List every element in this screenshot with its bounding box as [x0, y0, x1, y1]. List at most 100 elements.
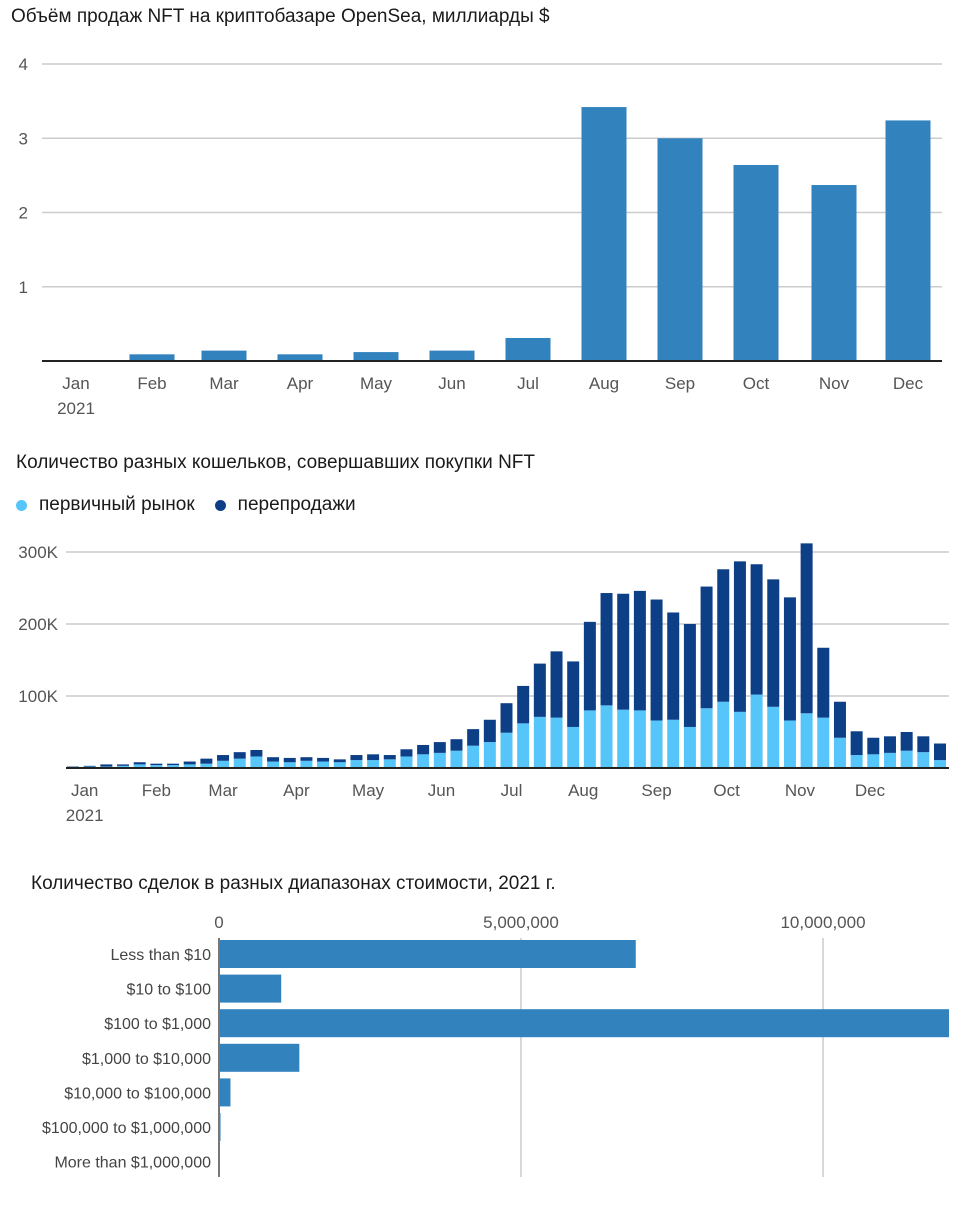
bar-primary — [633, 710, 646, 768]
bar-resale — [450, 739, 463, 751]
bar-resale — [867, 737, 880, 755]
x-tick-label: Mar — [208, 781, 238, 800]
bar-resale — [433, 742, 446, 753]
bar-primary — [800, 713, 813, 768]
bar-resale — [517, 685, 530, 724]
x-tick-label: Feb — [142, 781, 171, 800]
bar-primary — [617, 709, 630, 768]
bar-primary — [683, 726, 696, 768]
bar-primary — [883, 752, 896, 768]
bar-resale — [617, 593, 630, 710]
category-label: $10 to $100 — [126, 982, 211, 999]
x-tick-label: Jan — [71, 781, 98, 800]
bar-resale — [817, 647, 830, 718]
bar-resale — [767, 579, 780, 707]
bar-range — [219, 1078, 231, 1107]
bar-resale — [533, 663, 546, 717]
bar-resale — [934, 743, 946, 761]
x-tick-label: Nov — [785, 781, 816, 800]
legend-item-resale: перепродажи — [214, 494, 356, 516]
x-tick-label: Oct — [743, 374, 770, 393]
category-label: Less than $10 — [110, 947, 211, 964]
bar-resale — [183, 761, 196, 765]
x-tick-label: Jun — [438, 374, 465, 393]
bar-resale — [283, 757, 296, 763]
x-tick-label: Apr — [283, 781, 310, 800]
legend-item-primary: первичный рынок — [16, 494, 195, 516]
bar-resale — [400, 749, 413, 757]
y-tick-label: 2 — [19, 204, 28, 223]
bar-resale — [200, 758, 213, 764]
y-tick-label: 1 — [19, 278, 28, 297]
x-tick-sublabel: 2021 — [57, 399, 95, 418]
x-tick-label: Dec — [855, 781, 886, 800]
y-tick-label: 3 — [19, 129, 28, 148]
bar-primary — [400, 756, 413, 768]
bar-resale — [217, 755, 230, 761]
category-label: $100,000 to $1,000,000 — [42, 1120, 211, 1137]
legend-label-resale: перепродажи — [237, 494, 356, 515]
bar-resale — [883, 736, 896, 753]
bar-resale — [733, 561, 746, 712]
x-tick-label: Apr — [287, 374, 314, 393]
bar-resale — [800, 543, 813, 714]
bar-primary — [667, 719, 680, 768]
bar-primary — [183, 764, 196, 768]
chart2-legend: первичный рынок перепродажи — [16, 494, 376, 516]
bar-primary — [233, 758, 246, 768]
bar-primary — [867, 754, 880, 768]
x-tick-label: Sep — [641, 781, 671, 800]
bar-primary — [817, 717, 830, 768]
bar-primary — [217, 760, 230, 768]
bar-resale — [467, 729, 480, 746]
bar-primary — [833, 737, 846, 768]
bar-resale — [417, 744, 430, 755]
bar-primary — [500, 732, 513, 768]
y-tick-label: 200K — [18, 615, 58, 634]
chart2-title: Количество разных кошельков, совершавших… — [16, 452, 536, 473]
bar-primary — [317, 761, 330, 768]
bar-resale — [333, 759, 346, 763]
bar-sep — [657, 138, 703, 361]
bar-resale — [167, 763, 180, 766]
bar-primary — [767, 706, 780, 768]
bar-primary — [133, 764, 146, 768]
bar-primary — [717, 701, 730, 768]
bar-primary — [367, 760, 380, 768]
bar-jun — [429, 350, 475, 361]
bar-primary — [650, 720, 663, 768]
x-tick-label: Aug — [589, 374, 619, 393]
x-tick-label: Jul — [501, 781, 523, 800]
bar-resale — [550, 651, 563, 718]
bar-primary — [483, 742, 496, 768]
bar-resale — [783, 597, 796, 721]
bar-may — [353, 352, 399, 361]
bar-primary — [550, 717, 563, 768]
bar-primary — [250, 756, 263, 768]
x-tick-label: 5,000,000 — [483, 913, 559, 932]
bar-primary — [934, 760, 946, 768]
bar-resale — [267, 757, 280, 762]
bar-apr — [277, 354, 323, 361]
legend-dot-resale — [214, 499, 226, 511]
x-tick-label: May — [352, 781, 385, 800]
bar-resale — [583, 621, 596, 711]
bar-resale — [150, 763, 163, 766]
bar-primary — [467, 745, 480, 768]
bar-resale — [317, 757, 330, 762]
bar-primary — [300, 760, 313, 768]
x-tick-label: Aug — [568, 781, 598, 800]
bar-aug — [581, 107, 627, 361]
bar-primary — [417, 754, 430, 768]
bar-feb — [129, 354, 175, 361]
bar-primary — [533, 716, 546, 768]
bar-oct — [733, 164, 779, 361]
bar-primary — [700, 708, 713, 768]
bar-resale — [700, 586, 713, 709]
x-tick-label: Oct — [713, 781, 740, 800]
bar-resale — [367, 754, 380, 761]
bar-primary — [350, 760, 363, 768]
bar-resale — [483, 719, 496, 743]
bar-resale — [600, 593, 613, 706]
bar-resale — [667, 612, 680, 720]
